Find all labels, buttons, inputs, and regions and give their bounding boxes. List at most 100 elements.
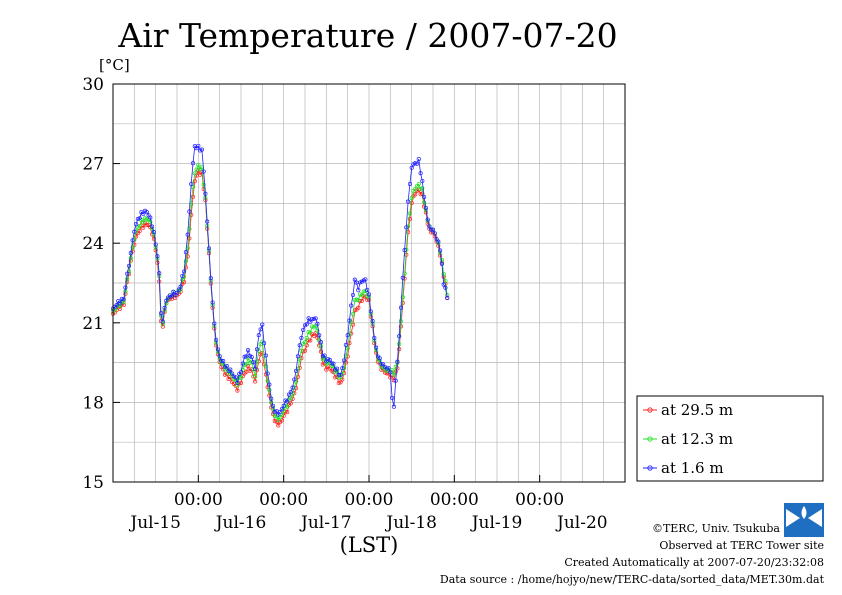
data-point (366, 292, 372, 297)
y-axis-unit-label: [°C] (99, 56, 130, 74)
credit-copyright: ©TERC, Univ. Tsukuba (652, 522, 780, 535)
data-point (253, 367, 258, 372)
data-point (180, 273, 185, 278)
data-point (304, 335, 309, 341)
data-point (189, 181, 194, 187)
x-axis-label: (LST) (340, 533, 399, 557)
data-point (299, 348, 304, 353)
data-point (356, 305, 361, 310)
data-point (215, 347, 220, 352)
data-point (125, 277, 130, 282)
x-time-label: 00:00 (515, 490, 564, 510)
data-point (304, 322, 309, 327)
data-point (148, 219, 153, 224)
data-point (196, 162, 201, 167)
data-point (384, 366, 389, 371)
data-point (308, 330, 313, 335)
series-2 (110, 143, 450, 417)
data-point (130, 245, 135, 250)
data-point (190, 194, 196, 199)
data-point (235, 388, 240, 393)
data-point (253, 379, 258, 384)
data-point (372, 335, 377, 340)
data-point (126, 263, 132, 268)
data-point (253, 374, 258, 379)
data-point (263, 364, 268, 369)
data-point (158, 311, 164, 316)
data-point (439, 261, 444, 266)
data-point (285, 399, 290, 404)
data-point (400, 295, 405, 300)
data-point (182, 269, 187, 274)
data-point (130, 238, 135, 243)
data-point (327, 358, 332, 363)
data-point (290, 385, 295, 390)
data-point (276, 412, 281, 417)
data-point (285, 404, 290, 409)
data-point (414, 161, 420, 166)
data-point (352, 277, 357, 282)
data-point (205, 219, 210, 224)
data-point (254, 347, 260, 352)
data-point (272, 419, 277, 424)
data-point (420, 178, 425, 184)
data-point (118, 306, 123, 311)
data-point (141, 225, 146, 230)
data-point (418, 171, 423, 176)
data-point (183, 259, 188, 264)
credit-observed: Observed at TERC Tower site (659, 539, 824, 552)
data-point (183, 250, 188, 255)
data-point (246, 348, 251, 353)
data-point (292, 377, 297, 382)
data-point (265, 371, 270, 376)
data-point (199, 147, 204, 152)
x-date-label: Jul-19 (470, 513, 523, 533)
data-point (413, 186, 418, 192)
data-point (397, 334, 402, 339)
data-point (390, 395, 395, 400)
data-point (128, 256, 133, 261)
data-point (393, 369, 398, 374)
data-point (251, 360, 256, 365)
data-point (386, 365, 391, 371)
y-tick-label: 21 (82, 314, 104, 334)
data-point (338, 380, 343, 385)
data-point (347, 318, 352, 323)
data-point (302, 340, 308, 345)
data-point (340, 366, 345, 371)
data-point (343, 342, 348, 347)
data-point (350, 311, 356, 317)
data-point (445, 296, 450, 301)
x-time-label: 00:00 (174, 490, 223, 510)
data-point (123, 285, 128, 290)
data-point (313, 316, 318, 321)
data-point (315, 321, 320, 326)
data-point (368, 309, 373, 314)
data-point (395, 359, 400, 364)
data-point (342, 358, 347, 363)
data-point (203, 191, 208, 196)
data-point (438, 248, 443, 253)
data-point (422, 194, 427, 200)
data-point (324, 367, 329, 372)
data-point (304, 343, 309, 348)
data-point (336, 375, 341, 380)
data-point (128, 251, 133, 256)
data-point (132, 229, 137, 234)
data-point (432, 231, 437, 236)
chart-title: Air Temperature / 2007-07-20 (117, 16, 617, 55)
data-point (308, 338, 313, 343)
data-point (233, 375, 238, 380)
x-date-label: Jul-16 (214, 513, 267, 533)
data-point (336, 372, 341, 377)
data-point (201, 182, 206, 187)
data-point (356, 298, 361, 303)
data-point (121, 303, 126, 308)
data-point (224, 364, 229, 369)
data-point (407, 211, 412, 216)
data-point (407, 181, 412, 187)
data-point (160, 324, 165, 329)
data-point (134, 234, 139, 239)
data-point (150, 224, 155, 229)
data-point (413, 192, 418, 197)
